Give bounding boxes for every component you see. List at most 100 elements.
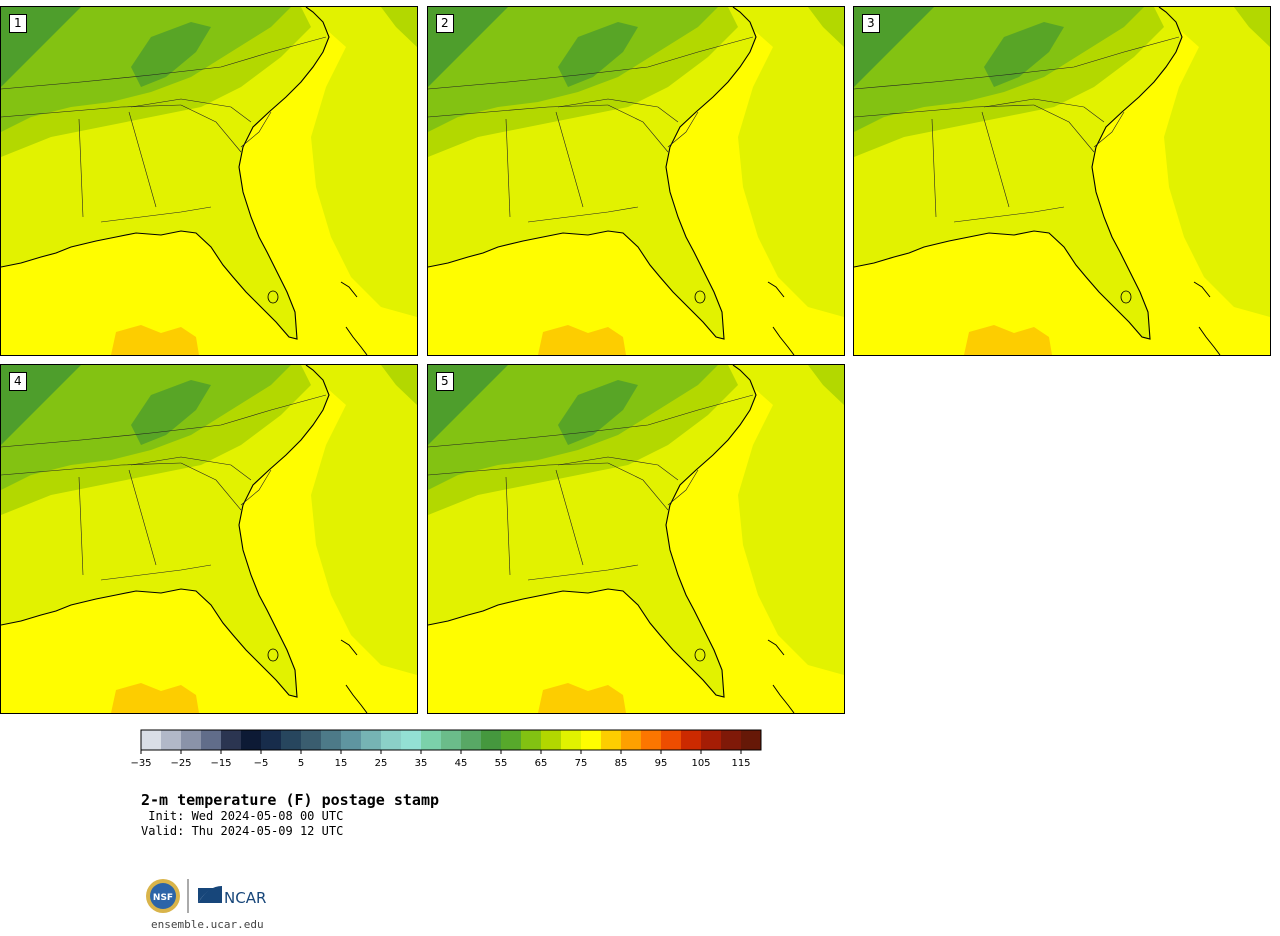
- product-title: 2-m temperature (F) postage stamp: [141, 791, 440, 809]
- state-boundary: [1, 36, 327, 90]
- state-boundary: [180, 104, 242, 153]
- offshore-band: [728, 7, 844, 317]
- panel-number-label: 1: [9, 14, 27, 33]
- colorbar-swatch: [461, 730, 481, 750]
- state-boundary: [505, 118, 511, 218]
- panel-number-label: 3: [862, 14, 880, 33]
- temperature-map: [1, 365, 417, 713]
- hot-region: [538, 325, 626, 355]
- state-boundary: [240, 111, 272, 148]
- state-boundary: [240, 469, 272, 506]
- colorbar-swatch: [261, 730, 281, 750]
- hot-region: [538, 683, 626, 713]
- colorbar-tick-label: 75: [575, 758, 588, 769]
- colorbar-swatch: [481, 730, 501, 750]
- colorbar-swatch: [221, 730, 241, 750]
- offshore-band: [728, 365, 844, 675]
- colorbar-swatch: [681, 730, 701, 750]
- colorbar-swatch: [501, 730, 521, 750]
- state-boundary: [505, 476, 511, 576]
- colorbar-tick-label: 105: [691, 758, 710, 769]
- state-boundary: [667, 469, 699, 506]
- colorbar-swatch: [341, 730, 361, 750]
- hot-region: [111, 683, 199, 713]
- temperature-map: [428, 365, 844, 713]
- state-boundary: [527, 206, 639, 223]
- panel-number-label: 4: [9, 372, 27, 391]
- colorbar-tick-label: −35: [130, 758, 151, 769]
- colorbar-tick-label: 65: [535, 758, 548, 769]
- state-boundary: [931, 118, 937, 218]
- colorbar-swatch: [421, 730, 441, 750]
- colorbar-swatch: [561, 730, 581, 750]
- offshore-band: [301, 365, 417, 675]
- colorbar-swatch: [401, 730, 421, 750]
- coastline: [1, 365, 330, 698]
- state-boundary: [854, 104, 1035, 118]
- temperature-map: [428, 7, 844, 355]
- offshore-band-cool: [808, 365, 844, 405]
- bahamas-outline: [772, 326, 795, 355]
- colorbar-swatch: [661, 730, 681, 750]
- state-boundary: [130, 456, 252, 481]
- nsf-logo-text: NSF: [153, 893, 173, 903]
- state-boundary: [983, 98, 1105, 123]
- colorbar-tick-label: 85: [615, 758, 628, 769]
- colorbar-swatch: [361, 730, 381, 750]
- coastline: [854, 7, 1183, 340]
- lake-okeechobee: [267, 648, 279, 662]
- colorbar-tick-label: 95: [655, 758, 668, 769]
- map-panel-3: 3: [853, 6, 1271, 356]
- colorbar-tick-label: −15: [210, 758, 231, 769]
- colorbar-tick-label: 5: [298, 758, 304, 769]
- map-panel-4: 4: [0, 364, 418, 714]
- state-boundary: [667, 111, 699, 148]
- colorbar-swatch: [541, 730, 561, 750]
- colorbar-tick-label: 15: [335, 758, 348, 769]
- colorbar-swatch: [741, 730, 761, 750]
- bahamas-outline: [772, 684, 795, 713]
- colorbar-tick-label: 25: [375, 758, 388, 769]
- state-boundary: [100, 564, 212, 581]
- state-boundary: [555, 111, 584, 208]
- temperature-map: [1, 7, 417, 355]
- state-boundary: [981, 111, 1010, 208]
- offshore-band-cool: [381, 7, 417, 47]
- state-boundary: [1, 462, 182, 476]
- ncar-logo-text: NCAR: [224, 889, 266, 907]
- state-boundary: [428, 104, 609, 118]
- valid-time: Valid: Thu 2024-05-09 12 UTC: [141, 824, 344, 838]
- mountain-region: [984, 22, 1064, 87]
- colorbar-swatch: [141, 730, 161, 750]
- colorbar-swatch: [701, 730, 721, 750]
- temperature-map: [854, 7, 1270, 355]
- offshore-band-cool: [808, 7, 844, 47]
- lake-okeechobee: [694, 290, 706, 304]
- bahamas-outline: [1198, 326, 1221, 355]
- mountain-region: [558, 22, 638, 87]
- bahamas-outline: [767, 281, 785, 298]
- colorbar-swatch: [321, 730, 341, 750]
- colorbar-swatch: [641, 730, 661, 750]
- colorbar-swatch: [521, 730, 541, 750]
- state-boundary: [607, 104, 669, 153]
- state-boundary: [428, 394, 754, 448]
- colorbar-swatch: [301, 730, 321, 750]
- state-boundary: [100, 206, 212, 223]
- offshore-band: [301, 7, 417, 317]
- colorbar-tick-label: −25: [170, 758, 191, 769]
- state-boundary: [557, 456, 679, 481]
- map-panel-2: 2: [427, 6, 845, 356]
- bahamas-outline: [1193, 281, 1211, 298]
- state-boundary: [128, 469, 157, 566]
- offshore-band-cool: [381, 365, 417, 405]
- colorbar-swatch: [281, 730, 301, 750]
- colorbar-swatch: [241, 730, 261, 750]
- state-boundary: [1033, 104, 1095, 153]
- bahamas-outline: [345, 326, 368, 355]
- panel-number-label: 2: [436, 14, 454, 33]
- state-boundary: [78, 476, 84, 576]
- colorbar-swatch: [581, 730, 601, 750]
- hot-region: [111, 325, 199, 355]
- state-boundary: [428, 36, 754, 90]
